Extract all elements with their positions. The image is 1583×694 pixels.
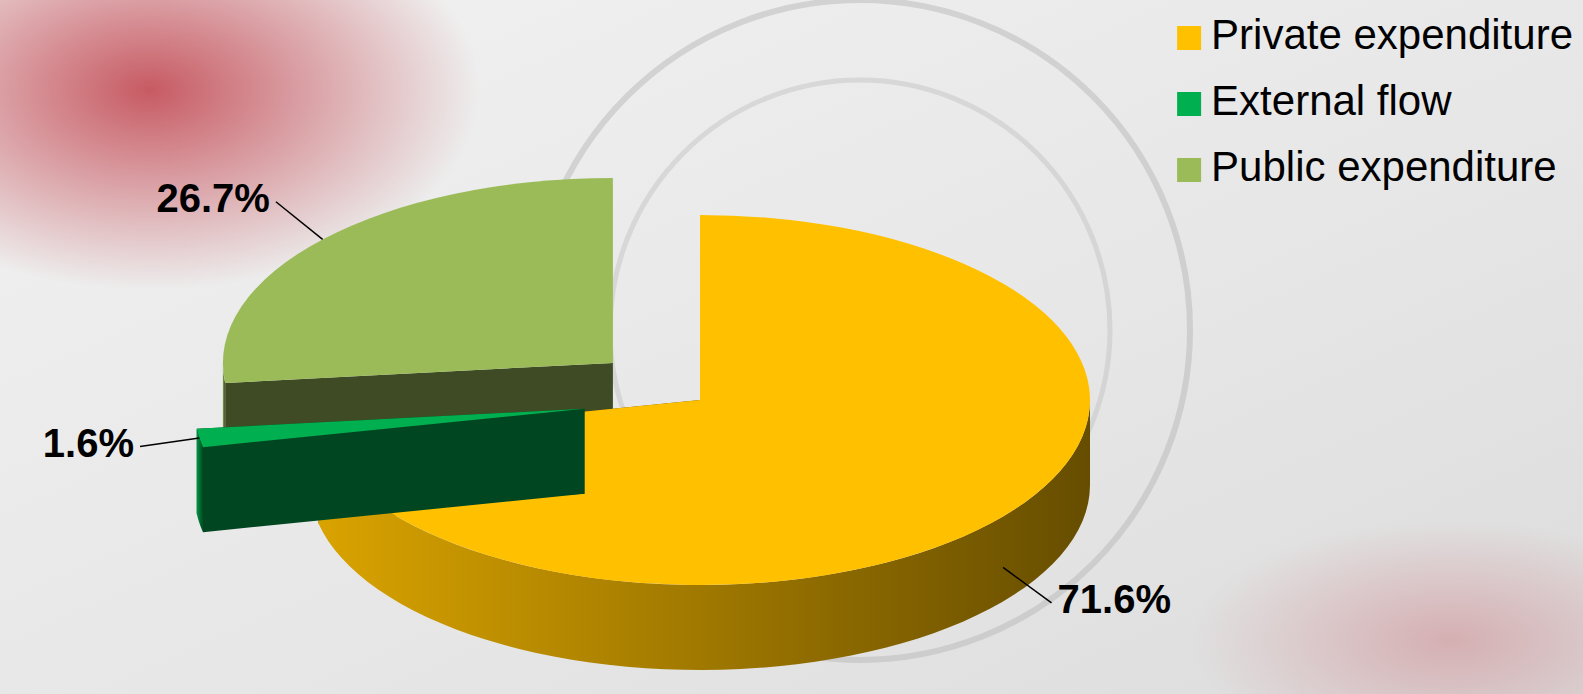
legend-swatch bbox=[1177, 158, 1201, 182]
slice-top bbox=[318, 215, 1090, 585]
pie bbox=[197, 178, 1090, 670]
slice-wall bbox=[197, 409, 585, 514]
legend: Private expenditure External flow Public e… bbox=[1177, 11, 1573, 190]
legend-label: External flow bbox=[1211, 77, 1452, 124]
legend-label: Public expenditure bbox=[1211, 143, 1557, 190]
slice-top bbox=[197, 409, 585, 447]
slice-top bbox=[223, 178, 613, 383]
legend-label: Private expenditure bbox=[1211, 11, 1573, 58]
leader-line bbox=[276, 202, 323, 240]
background-patch bbox=[1190, 520, 1583, 694]
chart: 71.6% 1.6% 26.7% Private expenditure Externa… bbox=[0, 0, 1583, 694]
data-label: 71.6% bbox=[1058, 577, 1171, 621]
leader-line bbox=[1003, 567, 1051, 602]
slice bbox=[197, 409, 585, 532]
leader-line bbox=[140, 438, 199, 447]
data-label: 1.6% bbox=[43, 421, 134, 465]
legend-swatch bbox=[1177, 92, 1201, 116]
legend-swatch bbox=[1177, 26, 1201, 50]
data-label: 26.7% bbox=[156, 176, 269, 220]
